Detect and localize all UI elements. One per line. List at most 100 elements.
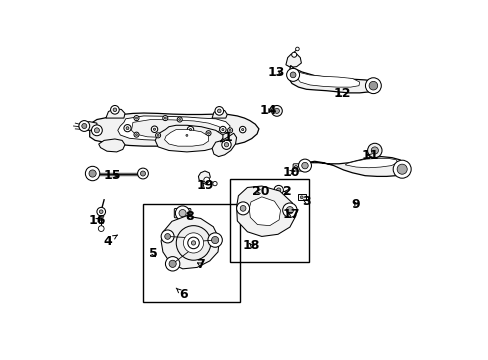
Polygon shape xyxy=(249,197,280,226)
Circle shape xyxy=(185,134,187,136)
Circle shape xyxy=(271,105,282,116)
Circle shape xyxy=(98,226,104,231)
Text: 9: 9 xyxy=(351,198,360,211)
Circle shape xyxy=(134,116,139,121)
Text: 12: 12 xyxy=(333,87,350,100)
Polygon shape xyxy=(236,186,295,237)
Text: 13: 13 xyxy=(267,66,285,79)
Text: 14: 14 xyxy=(259,104,276,117)
Circle shape xyxy=(239,126,245,133)
Circle shape xyxy=(135,117,137,119)
Text: 8: 8 xyxy=(185,210,194,223)
Circle shape xyxy=(300,196,303,199)
Circle shape xyxy=(164,234,170,239)
Circle shape xyxy=(217,109,221,113)
Polygon shape xyxy=(296,72,359,87)
Circle shape xyxy=(157,134,159,136)
Polygon shape xyxy=(164,130,208,146)
Circle shape xyxy=(291,52,296,57)
Polygon shape xyxy=(345,158,397,168)
Text: 16: 16 xyxy=(88,214,105,227)
Polygon shape xyxy=(212,110,227,118)
FancyBboxPatch shape xyxy=(292,164,304,171)
Circle shape xyxy=(301,162,307,169)
Circle shape xyxy=(294,166,297,169)
Polygon shape xyxy=(79,122,97,130)
Circle shape xyxy=(215,107,223,115)
Text: 10: 10 xyxy=(282,166,300,179)
Text: 20: 20 xyxy=(251,185,269,198)
Circle shape xyxy=(298,159,311,172)
Bar xyxy=(297,194,305,200)
Polygon shape xyxy=(212,133,236,157)
Circle shape xyxy=(228,129,231,131)
Circle shape xyxy=(176,226,210,260)
Circle shape xyxy=(169,260,176,267)
Polygon shape xyxy=(89,113,258,146)
Circle shape xyxy=(250,187,258,196)
Circle shape xyxy=(222,129,224,131)
Circle shape xyxy=(276,188,280,192)
Circle shape xyxy=(219,126,225,133)
Circle shape xyxy=(135,134,137,136)
Circle shape xyxy=(91,125,102,136)
Text: 3: 3 xyxy=(302,195,310,208)
Circle shape xyxy=(212,181,217,186)
Circle shape xyxy=(153,128,155,130)
Circle shape xyxy=(165,257,180,271)
Circle shape xyxy=(187,126,193,133)
Circle shape xyxy=(187,237,199,249)
Polygon shape xyxy=(288,66,377,93)
Circle shape xyxy=(179,210,186,217)
Circle shape xyxy=(274,108,279,113)
Circle shape xyxy=(365,78,381,94)
Circle shape xyxy=(273,185,283,195)
Circle shape xyxy=(236,202,249,215)
Circle shape xyxy=(222,140,231,149)
Circle shape xyxy=(282,203,297,217)
Circle shape xyxy=(99,210,103,213)
Circle shape xyxy=(113,108,117,112)
Polygon shape xyxy=(155,125,223,152)
Circle shape xyxy=(164,117,166,119)
Bar xyxy=(142,204,240,302)
Circle shape xyxy=(227,128,232,133)
Text: 11: 11 xyxy=(361,149,379,162)
Circle shape xyxy=(295,47,299,51)
Circle shape xyxy=(89,170,96,177)
Circle shape xyxy=(81,123,87,129)
Circle shape xyxy=(191,241,195,245)
Circle shape xyxy=(140,171,145,176)
FancyBboxPatch shape xyxy=(174,208,190,218)
Polygon shape xyxy=(285,54,301,67)
Text: 17: 17 xyxy=(282,208,300,221)
Circle shape xyxy=(207,132,209,134)
Circle shape xyxy=(177,117,182,122)
Circle shape xyxy=(207,233,222,247)
Circle shape xyxy=(392,160,410,178)
Polygon shape xyxy=(161,216,219,269)
Circle shape xyxy=(126,127,129,130)
Text: 7: 7 xyxy=(196,258,204,271)
Text: 6: 6 xyxy=(176,288,187,301)
Circle shape xyxy=(79,121,89,131)
Circle shape xyxy=(211,237,218,244)
Circle shape xyxy=(178,118,181,121)
Circle shape xyxy=(137,168,148,179)
Circle shape xyxy=(285,207,293,214)
Circle shape xyxy=(123,125,131,132)
Text: 18: 18 xyxy=(243,239,260,252)
Circle shape xyxy=(134,132,139,137)
Circle shape xyxy=(163,116,167,121)
Circle shape xyxy=(97,207,105,216)
Circle shape xyxy=(368,81,377,90)
Polygon shape xyxy=(99,139,125,152)
Text: 1: 1 xyxy=(220,131,232,144)
Circle shape xyxy=(240,206,245,211)
Circle shape xyxy=(252,190,256,193)
Circle shape xyxy=(161,230,174,243)
Polygon shape xyxy=(131,120,220,138)
Circle shape xyxy=(205,131,211,136)
Polygon shape xyxy=(106,109,125,118)
Circle shape xyxy=(94,128,99,133)
